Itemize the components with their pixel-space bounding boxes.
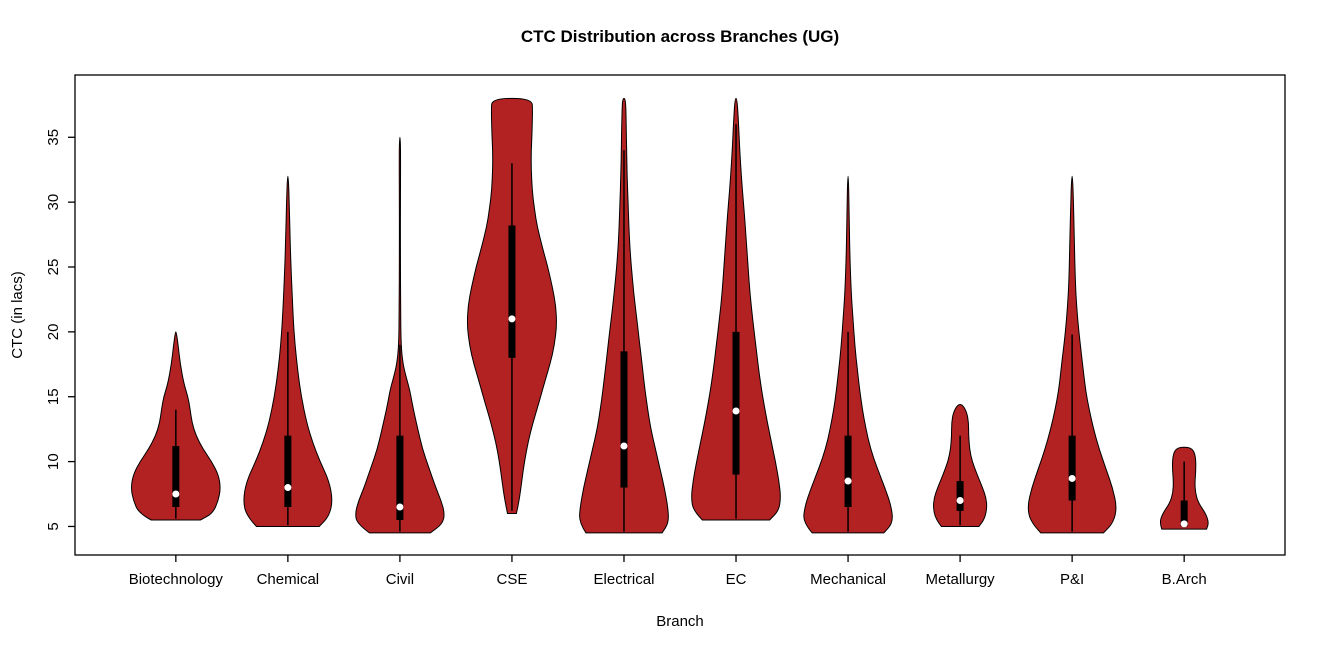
x-tick-label-ec: EC	[726, 571, 747, 588]
violin-shape-civil	[355, 136, 445, 534]
median-dot-electrical	[620, 442, 628, 450]
iqr-box-ec	[732, 331, 740, 475]
x-tick-label-electrical: Electrical	[594, 571, 655, 588]
iqr-box-cse	[508, 225, 516, 358]
x-tick-label-cse: CSE	[497, 571, 528, 588]
iqr-box-chemical	[284, 435, 292, 507]
chart-title: CTC Distribution across Branches (UG)	[521, 27, 839, 46]
iqr-box-civil	[396, 435, 404, 520]
median-dot-b-arch	[1180, 520, 1188, 528]
y-tick-label: 25	[45, 259, 62, 276]
x-tick-label-chemical: Chemical	[257, 571, 320, 588]
y-tick-label: 5	[45, 522, 62, 530]
plot-border	[74, 74, 1286, 556]
y-tick-label: 10	[45, 453, 62, 470]
median-dot-biotechnology	[172, 490, 180, 498]
iqr-box-p-i	[1068, 435, 1076, 501]
median-dot-metallurgy	[956, 497, 964, 505]
x-tick-label-p-i: P&I	[1060, 571, 1084, 588]
y-tick-label: 35	[45, 129, 62, 146]
x-tick-label-civil: Civil	[386, 571, 414, 588]
y-tick-label: 20	[45, 324, 62, 341]
iqr-box-metallurgy	[956, 481, 964, 511]
y-axis-title: CTC (in lacs)	[9, 271, 26, 359]
iqr-box-b-arch	[1180, 500, 1188, 527]
median-dot-cse	[508, 315, 516, 323]
x-tick-label-metallurgy: Metallurgy	[925, 571, 995, 588]
median-dot-chemical	[284, 484, 292, 492]
iqr-box-biotechnology	[172, 446, 180, 507]
y-tick-label: 30	[45, 194, 62, 211]
median-dot-civil	[396, 503, 404, 511]
plot-area: 5 10 15 20 25 30 35 Biotechnology Chemical Civil C…	[45, 74, 1286, 588]
x-tick-label-biotechnology: Biotechnology	[129, 571, 224, 588]
x-tick-label-b-arch: B.Arch	[1162, 571, 1207, 588]
x-axis-title: Branch	[656, 613, 704, 630]
median-dot-mechanical	[844, 477, 852, 485]
median-dot-ec	[732, 407, 740, 415]
median-dot-p-i	[1068, 474, 1076, 482]
x-tick-label-mechanical: Mechanical	[810, 571, 886, 588]
iqr-box-mechanical	[844, 435, 852, 507]
y-tick-label: 15	[45, 388, 62, 405]
iqr-box-electrical	[620, 351, 628, 488]
